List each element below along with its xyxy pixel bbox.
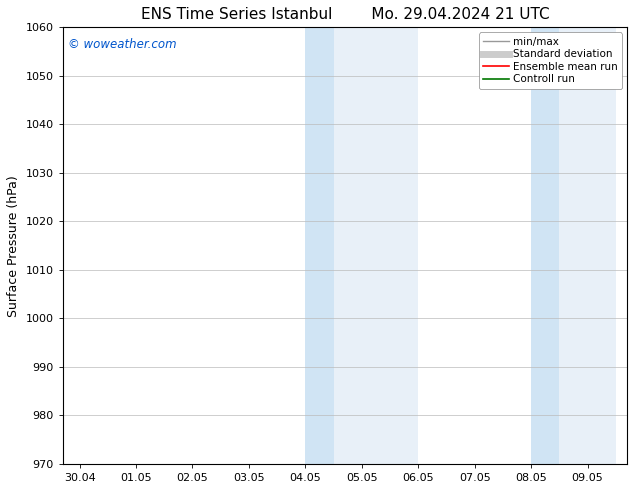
Bar: [531, 27, 559, 464]
Title: ENS Time Series Istanbul        Mo. 29.04.2024 21 UTC: ENS Time Series Istanbul Mo. 29.04.2024 …: [141, 7, 549, 22]
Text: © woweather.com: © woweather.com: [68, 38, 177, 51]
Bar: [559, 27, 616, 464]
Bar: [333, 27, 418, 464]
Legend: min/max, Standard deviation, Ensemble mean run, Controll run: min/max, Standard deviation, Ensemble me…: [479, 32, 622, 89]
Y-axis label: Surface Pressure (hPa): Surface Pressure (hPa): [7, 175, 20, 317]
Bar: [306, 27, 333, 464]
